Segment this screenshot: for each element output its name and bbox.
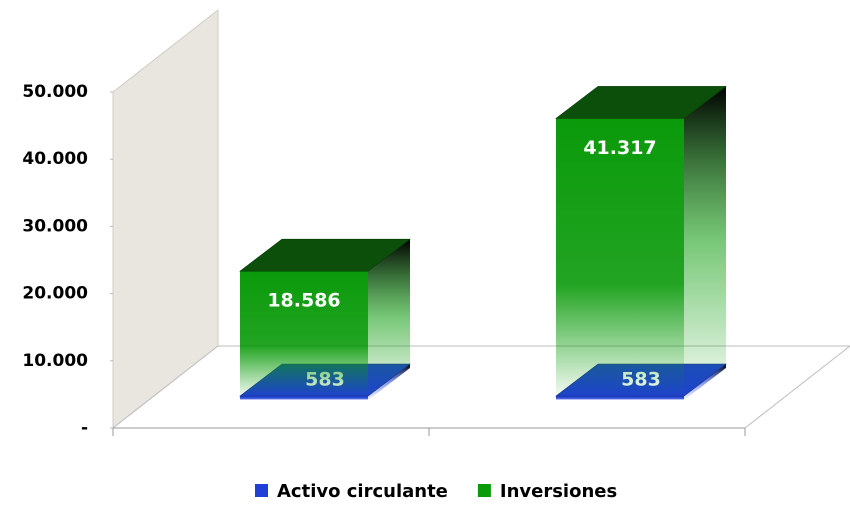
y-tick-label: 30.000	[22, 216, 88, 236]
y-tick-label: 10.000	[22, 351, 88, 371]
bar-side	[684, 86, 726, 397]
y-tick-label: -	[81, 418, 88, 438]
bar-side	[368, 239, 410, 397]
bar-top	[239, 238, 411, 272]
data-label: 18.586	[267, 290, 340, 312]
legend-swatch	[255, 484, 268, 497]
bar-side	[368, 364, 410, 400]
bar	[556, 118, 684, 397]
bar-side	[684, 364, 726, 400]
y-tick-label: 50.000	[22, 82, 88, 102]
bar-top	[555, 86, 727, 119]
bar	[556, 396, 684, 400]
bar	[240, 271, 368, 397]
y-tick-label: 40.000	[22, 149, 88, 169]
y-tick-label: 20.000	[22, 284, 88, 304]
legend-label: Inversiones	[500, 481, 617, 502]
floor	[111, 345, 850, 429]
data-label: 41.317	[583, 137, 656, 159]
legend-label: Activo circulante	[277, 481, 448, 502]
legend-swatch	[477, 484, 491, 497]
bar	[240, 396, 368, 400]
